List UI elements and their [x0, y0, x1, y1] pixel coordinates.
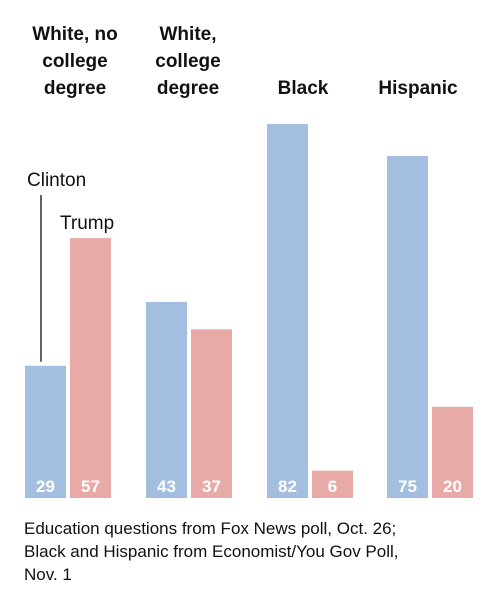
- bar-clinton: [267, 124, 308, 498]
- caption-line-1: Education questions from Fox News poll, …: [24, 519, 397, 538]
- caption-line-2: Black and Hispanic from Economist/You Go…: [24, 542, 399, 561]
- bar-trump: [312, 470, 353, 498]
- category-label: White, no college degree: [32, 24, 117, 99]
- data-label: 43: [157, 477, 176, 496]
- data-label: 20: [443, 477, 462, 496]
- category-label: White, college degree: [155, 24, 220, 99]
- bar-clinton: [146, 301, 187, 498]
- clinton-annotation: Clinton: [27, 170, 86, 191]
- data-label: 57: [81, 477, 100, 496]
- category-label: Black: [278, 78, 329, 99]
- bar-chart: White, no college degree White, college degre…: [25, 24, 473, 498]
- bar-clinton: [25, 365, 66, 498]
- data-label: 29: [36, 477, 55, 496]
- category-label: Hispanic: [378, 78, 458, 99]
- chart-caption: Education questions from Fox News poll, …: [24, 517, 484, 586]
- bar-clinton: [387, 156, 428, 498]
- bar-trump: [191, 329, 232, 498]
- trump-annotation: Trump: [60, 213, 114, 234]
- caption-line-3: Nov. 1: [24, 565, 72, 584]
- bar-trump: [432, 406, 473, 498]
- data-label: 82: [278, 477, 297, 496]
- data-label: 6: [328, 477, 337, 496]
- data-label: 75: [398, 477, 417, 496]
- bar-trump: [70, 238, 111, 498]
- data-label: 37: [202, 477, 221, 496]
